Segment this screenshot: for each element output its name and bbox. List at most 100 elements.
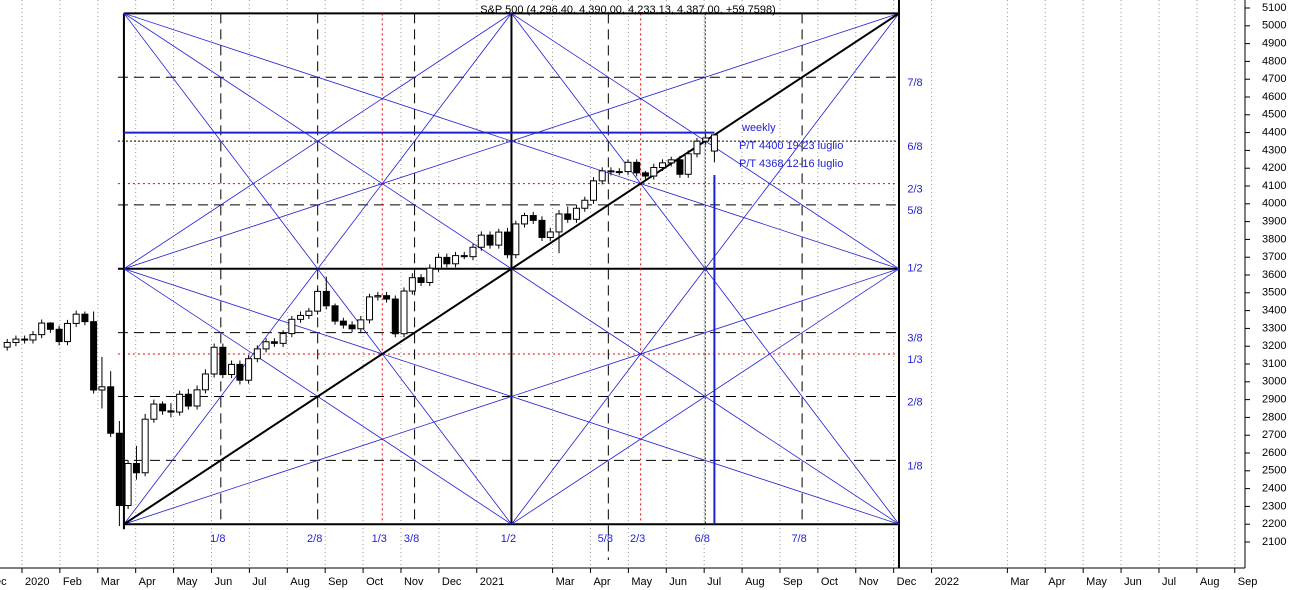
gann-time-label: 7/8 [791,533,806,545]
x-tick-label: Jul [1162,576,1176,588]
x-tick-label: May [631,576,652,588]
y-tick-label: 4100 [1262,180,1286,192]
candle-body [391,298,399,335]
candle-body [684,153,692,175]
candle-body [538,219,546,238]
candle-body [288,318,296,335]
candle-body [107,386,115,434]
candle-body [55,328,63,343]
candle-body [236,363,244,381]
candle-body [167,410,175,413]
x-tick-label: Apr [593,576,610,588]
y-tick-label: 2500 [1262,465,1286,477]
y-tick-label: 2400 [1262,483,1286,495]
candle-body [693,140,701,155]
y-tick-label: 3100 [1262,358,1286,370]
x-tick-label: Apr [139,576,156,588]
y-tick-label: 5000 [1262,20,1286,32]
gann-fan-line [123,12,900,270]
candle-body [710,134,718,152]
y-tick-label: 3500 [1262,287,1286,299]
candle-body [219,346,227,376]
candle-body [29,334,37,341]
candle-body [676,159,684,175]
candle-body [63,322,71,343]
candle-body [176,393,184,413]
gann-fan-line [123,13,512,270]
candle-body [383,295,391,300]
candle-body [366,296,374,321]
candle-body [46,322,54,330]
candle-body [452,255,460,265]
x-tick-label: Aug [745,576,765,588]
candle-body [495,231,503,246]
candle-body [443,256,451,265]
x-tick-label: Sep [328,576,348,588]
annotation: P/T 4368 12-16 luglio [739,158,843,170]
candle-body [90,321,98,391]
x-tick-label: Sep [783,576,803,588]
candle-body [529,215,537,221]
candle-body [521,215,529,225]
candle-body [339,320,347,326]
x-tick-label: May [177,576,198,588]
gann-diagonal [123,12,900,526]
y-tick-label: 2900 [1262,394,1286,406]
candle-body [159,403,167,412]
gann-time-label: 3/8 [404,533,419,545]
gann-price-label: 6/8 [907,141,922,153]
y-tick-label: 3300 [1262,322,1286,334]
candle-body [348,324,356,330]
candle-body [262,341,270,350]
y-tick-label: 3000 [1262,376,1286,388]
x-tick-label: Dec [0,576,7,588]
y-tick-label: 2300 [1262,500,1286,512]
candle-body [460,255,468,258]
candle-body [486,234,494,246]
candle-body [633,161,641,174]
gann-time-label: 5/8 [598,533,613,545]
candle-body [98,386,106,391]
x-tick-label: Oct [366,576,383,588]
candle-body [305,310,313,316]
annotation: weekly [741,122,776,134]
gann-time-label: 6/8 [695,533,710,545]
gann-price-label: 5/8 [907,205,922,217]
gann-time-label: 2/3 [630,533,645,545]
y-tick-label: 4600 [1262,91,1286,103]
candle-body [253,348,261,360]
y-tick-label: 3600 [1262,269,1286,281]
candle-body [434,256,442,269]
candle-body [417,277,425,283]
x-tick-label: Aug [290,576,310,588]
x-tick-label: 2022 [935,576,959,588]
y-tick-label: 3200 [1262,340,1286,352]
y-tick-label: 4400 [1262,127,1286,139]
gann-price-label: 3/8 [907,333,922,345]
gann-fan-line [511,268,900,525]
gann-fan-line [511,13,900,525]
candle-body [21,338,29,341]
candle-body [702,137,710,142]
candle-body [228,363,236,376]
gann-fan-line [123,268,900,525]
candle-body [124,463,132,507]
y-tick-label: 4700 [1262,73,1286,85]
y-tick-label: 3400 [1262,305,1286,317]
candle-body [598,170,606,182]
y-tick-label: 2700 [1262,429,1286,441]
x-tick-label: Sep [1238,576,1258,588]
x-tick-label: Dec [442,576,462,588]
gann-price-label: 2/8 [907,396,922,408]
x-tick-label: Mar [556,576,575,588]
candle-body [314,290,322,312]
candle-body [12,338,20,343]
candle-body [184,393,192,407]
y-tick-label: 2800 [1262,411,1286,423]
y-tick-label: 3700 [1262,251,1286,263]
x-tick-label: Jun [214,576,232,588]
x-tick-label: Mar [1010,576,1029,588]
candle-body [503,231,511,256]
